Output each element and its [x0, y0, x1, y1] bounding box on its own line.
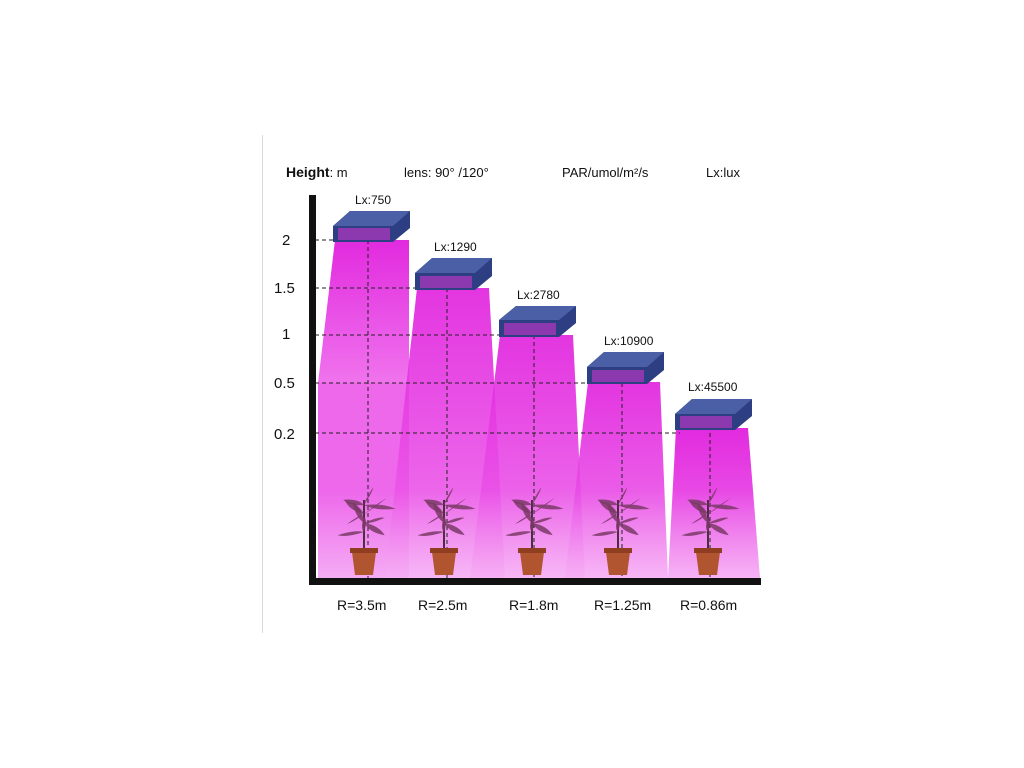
height-axis-title: Height: m [286, 164, 348, 180]
led-grow-light-icon-2 [415, 258, 492, 290]
radius-label-3: R=1.8m [509, 597, 559, 613]
radius-label-1: R=3.5m [337, 597, 387, 613]
radius-label-5: R=0.86m [680, 597, 738, 613]
y-tick-2: 2 [282, 232, 291, 249]
lens-label: lens: 90° /120° [404, 165, 489, 180]
plant-pot-icon [681, 487, 740, 575]
y-tick-1: 1 [282, 326, 291, 343]
lux-value-4: Lx:10900 [604, 334, 654, 348]
plant-pot-icon [505, 487, 564, 575]
divider-line [262, 135, 263, 633]
beam-1 [318, 240, 409, 383]
radius-label-2: R=2.5m [418, 597, 468, 613]
led-fixtures [333, 211, 752, 430]
plants [337, 487, 740, 575]
led-grow-light-icon-4 [587, 352, 664, 384]
plant-pot-icon [337, 487, 396, 575]
led-grow-light-icon-3 [499, 306, 576, 337]
lux-value-3: Lx:2780 [517, 288, 560, 302]
plant-pot-icon [591, 487, 650, 575]
lux-value-2: Lx:1290 [434, 240, 477, 254]
radius-label-4: R=1.25m [594, 597, 652, 613]
plant-pot-icon [417, 487, 476, 575]
lux-value-5: Lx:45500 [688, 380, 738, 394]
par-label: PAR/umol/m²/s [562, 165, 649, 180]
led-grow-light-icon-1 [333, 211, 410, 242]
y-tick-1-5: 1.5 [274, 280, 295, 297]
y-tick-0-5: 0.5 [274, 375, 295, 392]
led-grow-light-icon-5 [675, 399, 752, 430]
lux-value-1: Lx:750 [355, 193, 392, 207]
lux-label: Lx:lux [706, 165, 740, 180]
y-tick-0-2: 0.2 [274, 426, 295, 443]
axes [309, 195, 761, 585]
